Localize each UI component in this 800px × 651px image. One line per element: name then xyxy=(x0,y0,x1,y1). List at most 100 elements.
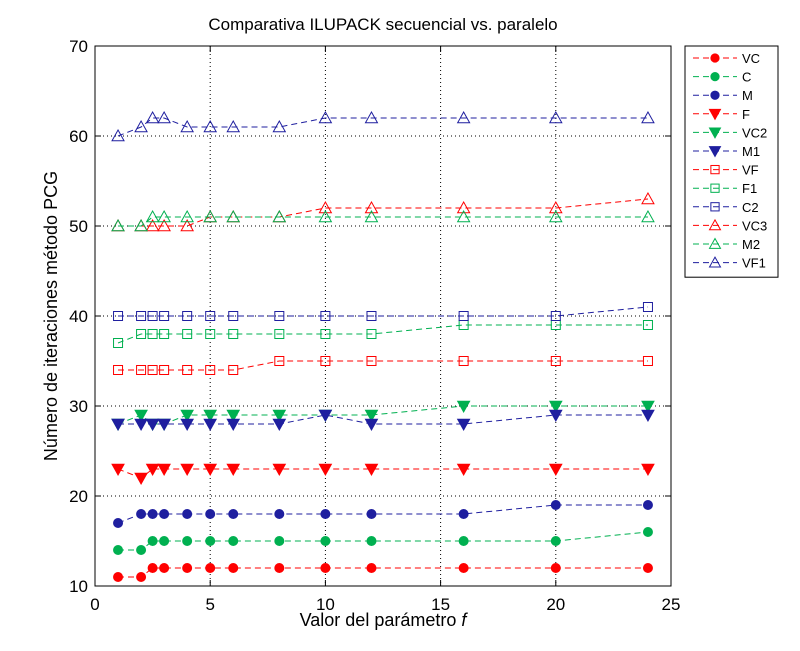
series-m2 xyxy=(111,209,655,232)
y-tick-label: 40 xyxy=(69,307,88,326)
data-point xyxy=(710,90,720,100)
data-point xyxy=(134,472,148,486)
data-point xyxy=(226,409,241,423)
data-point xyxy=(180,119,195,133)
legend-label: VC2 xyxy=(742,125,767,140)
series-line xyxy=(118,360,648,371)
data-point xyxy=(458,509,469,519)
data-point xyxy=(272,409,287,423)
data-point xyxy=(456,110,471,124)
series-line xyxy=(118,198,649,227)
series-m xyxy=(113,500,653,528)
data-point xyxy=(550,563,561,573)
data-point xyxy=(205,329,216,339)
data-point xyxy=(182,311,193,321)
legend-item-vc3: VC3 xyxy=(693,218,767,233)
data-point xyxy=(136,545,147,555)
data-point xyxy=(708,218,722,231)
legend-label: M2 xyxy=(742,237,760,252)
data-point xyxy=(145,110,160,124)
data-point xyxy=(456,463,471,477)
data-point xyxy=(113,338,124,348)
x-axis-label-symbol: f xyxy=(461,610,468,630)
data-point xyxy=(710,183,720,193)
data-point xyxy=(456,418,471,432)
data-point xyxy=(272,119,287,133)
data-point xyxy=(111,463,125,477)
x-tick-label: 0 xyxy=(90,595,99,614)
data-point xyxy=(458,536,469,546)
data-point xyxy=(550,356,561,366)
data-point xyxy=(136,509,147,519)
data-point xyxy=(366,509,377,519)
legend-label: VF xyxy=(742,163,759,178)
data-point xyxy=(203,409,218,423)
data-point xyxy=(182,509,193,519)
data-point xyxy=(134,119,148,133)
legend: VC CMF VC2 M1 VF F1 C2 VC3 M2 VF1 xyxy=(684,45,779,278)
data-point xyxy=(366,329,377,339)
data-point xyxy=(205,311,216,321)
legend-label: M xyxy=(742,88,753,103)
data-point xyxy=(205,536,216,546)
data-point xyxy=(159,329,170,339)
data-point xyxy=(272,418,287,432)
data-point xyxy=(111,128,125,142)
data-point xyxy=(548,409,563,423)
data-point xyxy=(548,463,563,477)
data-point xyxy=(550,500,561,510)
data-point xyxy=(642,356,653,366)
data-point xyxy=(136,365,147,375)
data-point xyxy=(710,53,720,63)
axis-ticks: 0 5 10 15 20 25 10 20 30 40 50 60 70 xyxy=(69,37,680,614)
legend-label: M1 xyxy=(742,144,760,159)
data-point xyxy=(274,509,285,519)
data-point xyxy=(318,409,333,423)
data-point xyxy=(708,146,722,158)
data-point xyxy=(318,209,333,223)
data-point xyxy=(641,400,655,414)
data-point xyxy=(228,509,239,519)
data-point xyxy=(134,409,148,423)
x-tick-label: 10 xyxy=(316,595,335,614)
data-point xyxy=(274,329,285,339)
data-point xyxy=(113,518,124,528)
data-point xyxy=(226,463,241,477)
data-point xyxy=(228,536,239,546)
chart-title: Comparativa ILUPACK secuencial vs. paral… xyxy=(208,15,557,34)
data-point xyxy=(136,572,147,582)
data-point xyxy=(203,463,218,477)
data-point xyxy=(458,563,469,573)
data-point xyxy=(136,329,147,339)
data-point xyxy=(366,563,377,573)
legend-item-m2: M2 xyxy=(693,237,760,252)
data-point xyxy=(157,463,171,477)
data-point xyxy=(228,329,239,339)
y-tick-label: 70 xyxy=(69,37,88,56)
data-point xyxy=(180,218,195,232)
data-point xyxy=(318,463,333,477)
legend-label: VC xyxy=(742,51,760,66)
data-point xyxy=(642,527,653,537)
data-point xyxy=(456,209,471,223)
data-point xyxy=(708,256,722,268)
x-tick-label: 20 xyxy=(546,595,565,614)
data-point xyxy=(113,365,124,375)
data-point xyxy=(274,356,285,366)
data-point xyxy=(364,110,379,124)
data-point xyxy=(180,418,195,432)
data-point xyxy=(159,509,170,519)
data-point xyxy=(159,311,170,321)
data-point xyxy=(364,409,379,423)
data-point xyxy=(205,365,216,375)
data-point xyxy=(320,356,331,366)
legend-box xyxy=(684,45,779,278)
data-point xyxy=(641,191,655,205)
data-point xyxy=(157,110,171,124)
data-point xyxy=(272,209,287,223)
data-point xyxy=(203,119,218,133)
data-point xyxy=(147,365,158,375)
data-point xyxy=(710,164,720,175)
data-point xyxy=(550,536,561,546)
